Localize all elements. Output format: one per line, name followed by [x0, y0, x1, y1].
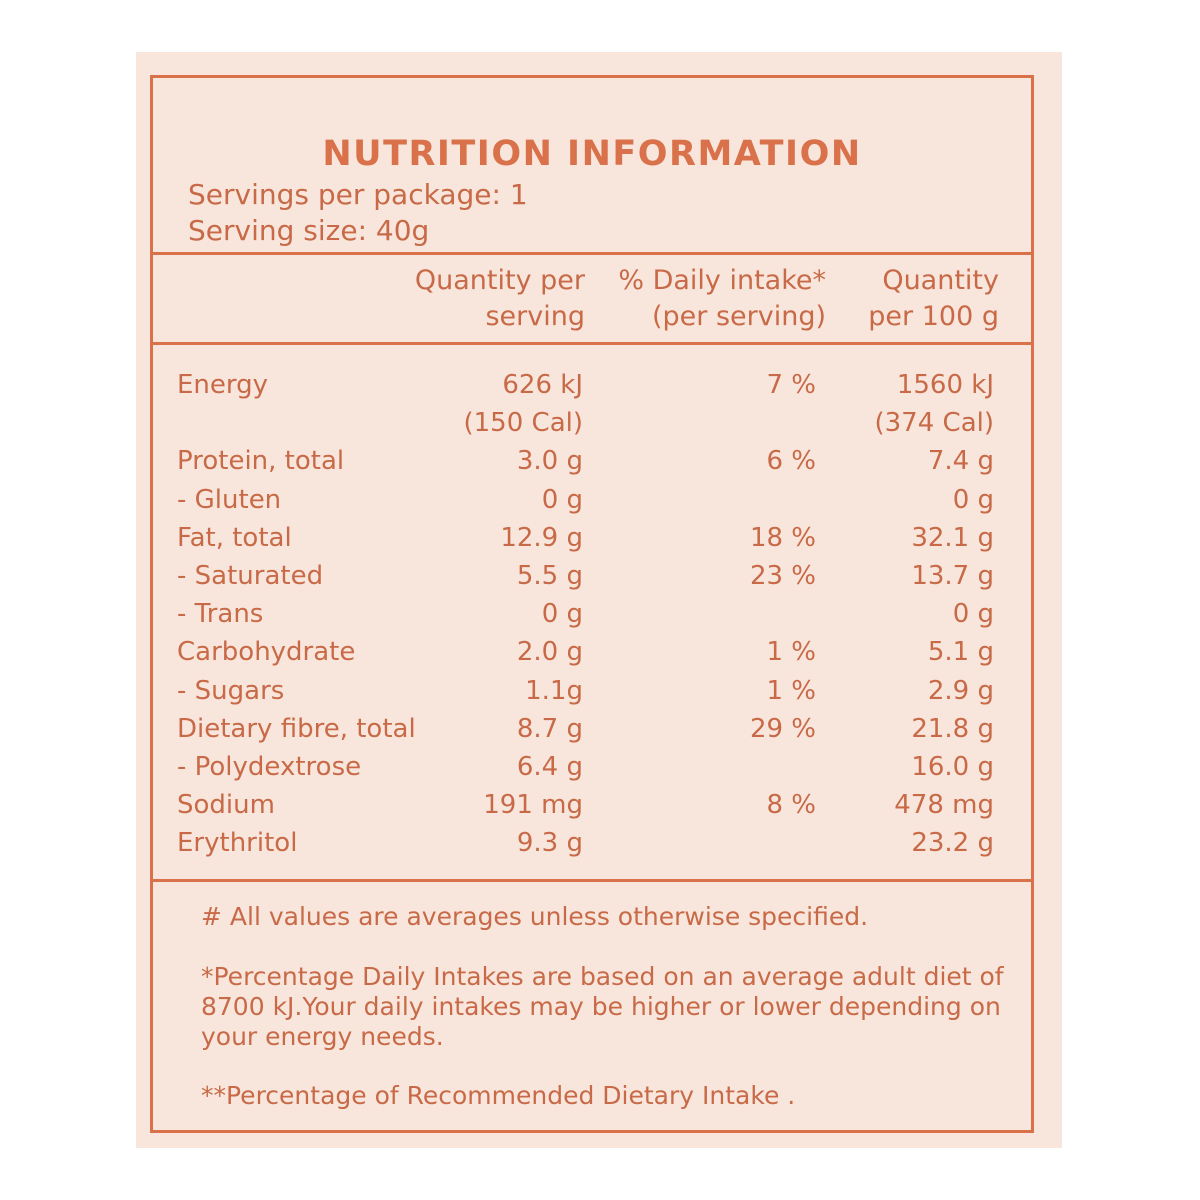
header-quantity-per-serving: Quantity per serving [345, 263, 585, 335]
quantity-per-serving: 0 g [541, 599, 583, 630]
nutrition-panel: NUTRITION INFORMATION Servings per packa… [150, 75, 1034, 1133]
quantity-per-serving: 5.5 g [516, 560, 583, 591]
nutrient-name: Sodium [177, 790, 275, 821]
quantity-per-100g: 21.8 g [911, 713, 994, 744]
quantity-per-100g: 16.0 g [911, 751, 994, 782]
daily-intake: 7 % [766, 370, 816, 400]
quantity-per-serving: 626 kJ [502, 370, 583, 400]
quantity-per-100g: 478 mg [894, 790, 994, 821]
divider-bottom [153, 879, 1031, 882]
nutrient-name: Protein, total [177, 446, 345, 477]
nutrient-name: Fat, total [177, 522, 292, 553]
nutrient-name: - Trans [177, 599, 264, 630]
quantity-per-serving: 12.9 g [500, 522, 583, 553]
daily-intake: 23 % [749, 560, 816, 591]
table-row: - Polydextrose 6.4 g 16.0 g [153, 748, 1031, 786]
nutrient-name: - Sugars [177, 675, 285, 706]
nutrient-table: Energy 626 kJ 7 % 1560 kJ (150 Cal) (374 Cal)… [153, 366, 1031, 862]
daily-intake: 6 % [766, 446, 816, 477]
quantity-per-100g: 1560 kJ [896, 370, 994, 400]
header-line: (per serving) [651, 301, 826, 332]
quantity-per-serving: (150 Cal) [463, 408, 584, 439]
table-row: Energy 626 kJ 7 % 1560 kJ [153, 366, 1031, 404]
quantity-per-serving: 1.1g [525, 675, 583, 706]
daily-intake: 18 % [749, 522, 816, 553]
quantity-per-100g: 32.1 g [911, 522, 994, 553]
footnote-daily-intake: *Percentage Daily Intakes are based on a… [201, 962, 1004, 1051]
quantity-per-100g: 23.2 g [911, 828, 994, 859]
quantity-per-100g: 7.4 g [927, 446, 994, 477]
header-line: Quantity per [414, 265, 585, 296]
table-row: - Saturated 5.5 g 23 % 13.7 g [153, 557, 1031, 595]
nutrient-name: - Saturated [177, 560, 324, 591]
nutrient-name: - Polydextrose [177, 751, 362, 782]
table-row: Fat, total 12.9 g 18 % 32.1 g [153, 519, 1031, 557]
serving-size: Serving size: 40g [188, 214, 430, 247]
quantity-per-100g: 0 g [952, 484, 994, 515]
table-row: Carbohydrate 2.0 g 1 % 5.1 g [153, 633, 1031, 671]
quantity-per-100g: 5.1 g [927, 637, 994, 668]
footnote-rdi: **Percentage of Recommended Dietary Inta… [201, 1081, 796, 1110]
quantity-per-serving: 9.3 g [516, 828, 583, 859]
nutrient-name: Energy [177, 370, 269, 400]
table-row: Protein, total 3.0 g 6 % 7.4 g [153, 442, 1031, 480]
panel-title: NUTRITION INFORMATION [322, 134, 862, 174]
table-row: - Gluten 0 g 0 g [153, 481, 1031, 519]
quantity-per-serving: 0 g [541, 484, 583, 515]
quantity-per-serving: 2.0 g [516, 637, 583, 668]
table-row: Erythritol 9.3 g 23.2 g [153, 824, 1031, 862]
table-row: - Sugars 1.1g 1 % 2.9 g [153, 672, 1031, 710]
daily-intake: 8 % [766, 790, 816, 821]
nutrient-name: Dietary fibre, total [177, 713, 416, 744]
servings-per-package: Servings per package: 1 [188, 178, 528, 211]
daily-intake: 1 % [766, 675, 816, 706]
quantity-per-serving: 6.4 g [516, 751, 583, 782]
nutrient-name: Erythritol [177, 828, 298, 859]
header-line: per 100 g [868, 301, 999, 332]
nutrient-name: - Gluten [177, 484, 282, 515]
quantity-per-serving: 8.7 g [516, 713, 583, 744]
divider-top [153, 252, 1031, 255]
daily-intake: 29 % [749, 713, 816, 744]
daily-intake: 1 % [766, 637, 816, 668]
footnote-averages: # All values are averages unless otherwi… [201, 902, 869, 931]
quantity-per-serving: 3.0 g [516, 446, 583, 477]
header-line: % Daily intake* [618, 265, 826, 296]
quantity-per-100g: 0 g [952, 599, 994, 630]
header-line: Quantity [882, 265, 999, 296]
header-quantity-per-100g: Quantity per 100 g [819, 263, 999, 335]
table-row: Sodium 191 mg 8 % 478 mg [153, 786, 1031, 824]
quantity-per-100g: 13.7 g [911, 560, 994, 591]
quantity-per-100g: (374 Cal) [874, 408, 995, 439]
quantity-per-100g: 2.9 g [927, 675, 994, 706]
table-row: Dietary fibre, total 8.7 g 29 % 21.8 g [153, 710, 1031, 748]
table-row: - Trans 0 g 0 g [153, 595, 1031, 633]
divider-header [153, 342, 1031, 345]
header-line: serving [485, 301, 585, 332]
header-daily-intake: % Daily intake* (per serving) [586, 263, 826, 335]
quantity-per-serving: 191 mg [483, 790, 583, 821]
nutrient-name: Carbohydrate [177, 637, 356, 668]
table-row: (150 Cal) (374 Cal) [153, 404, 1031, 442]
label-background [136, 52, 1062, 1148]
